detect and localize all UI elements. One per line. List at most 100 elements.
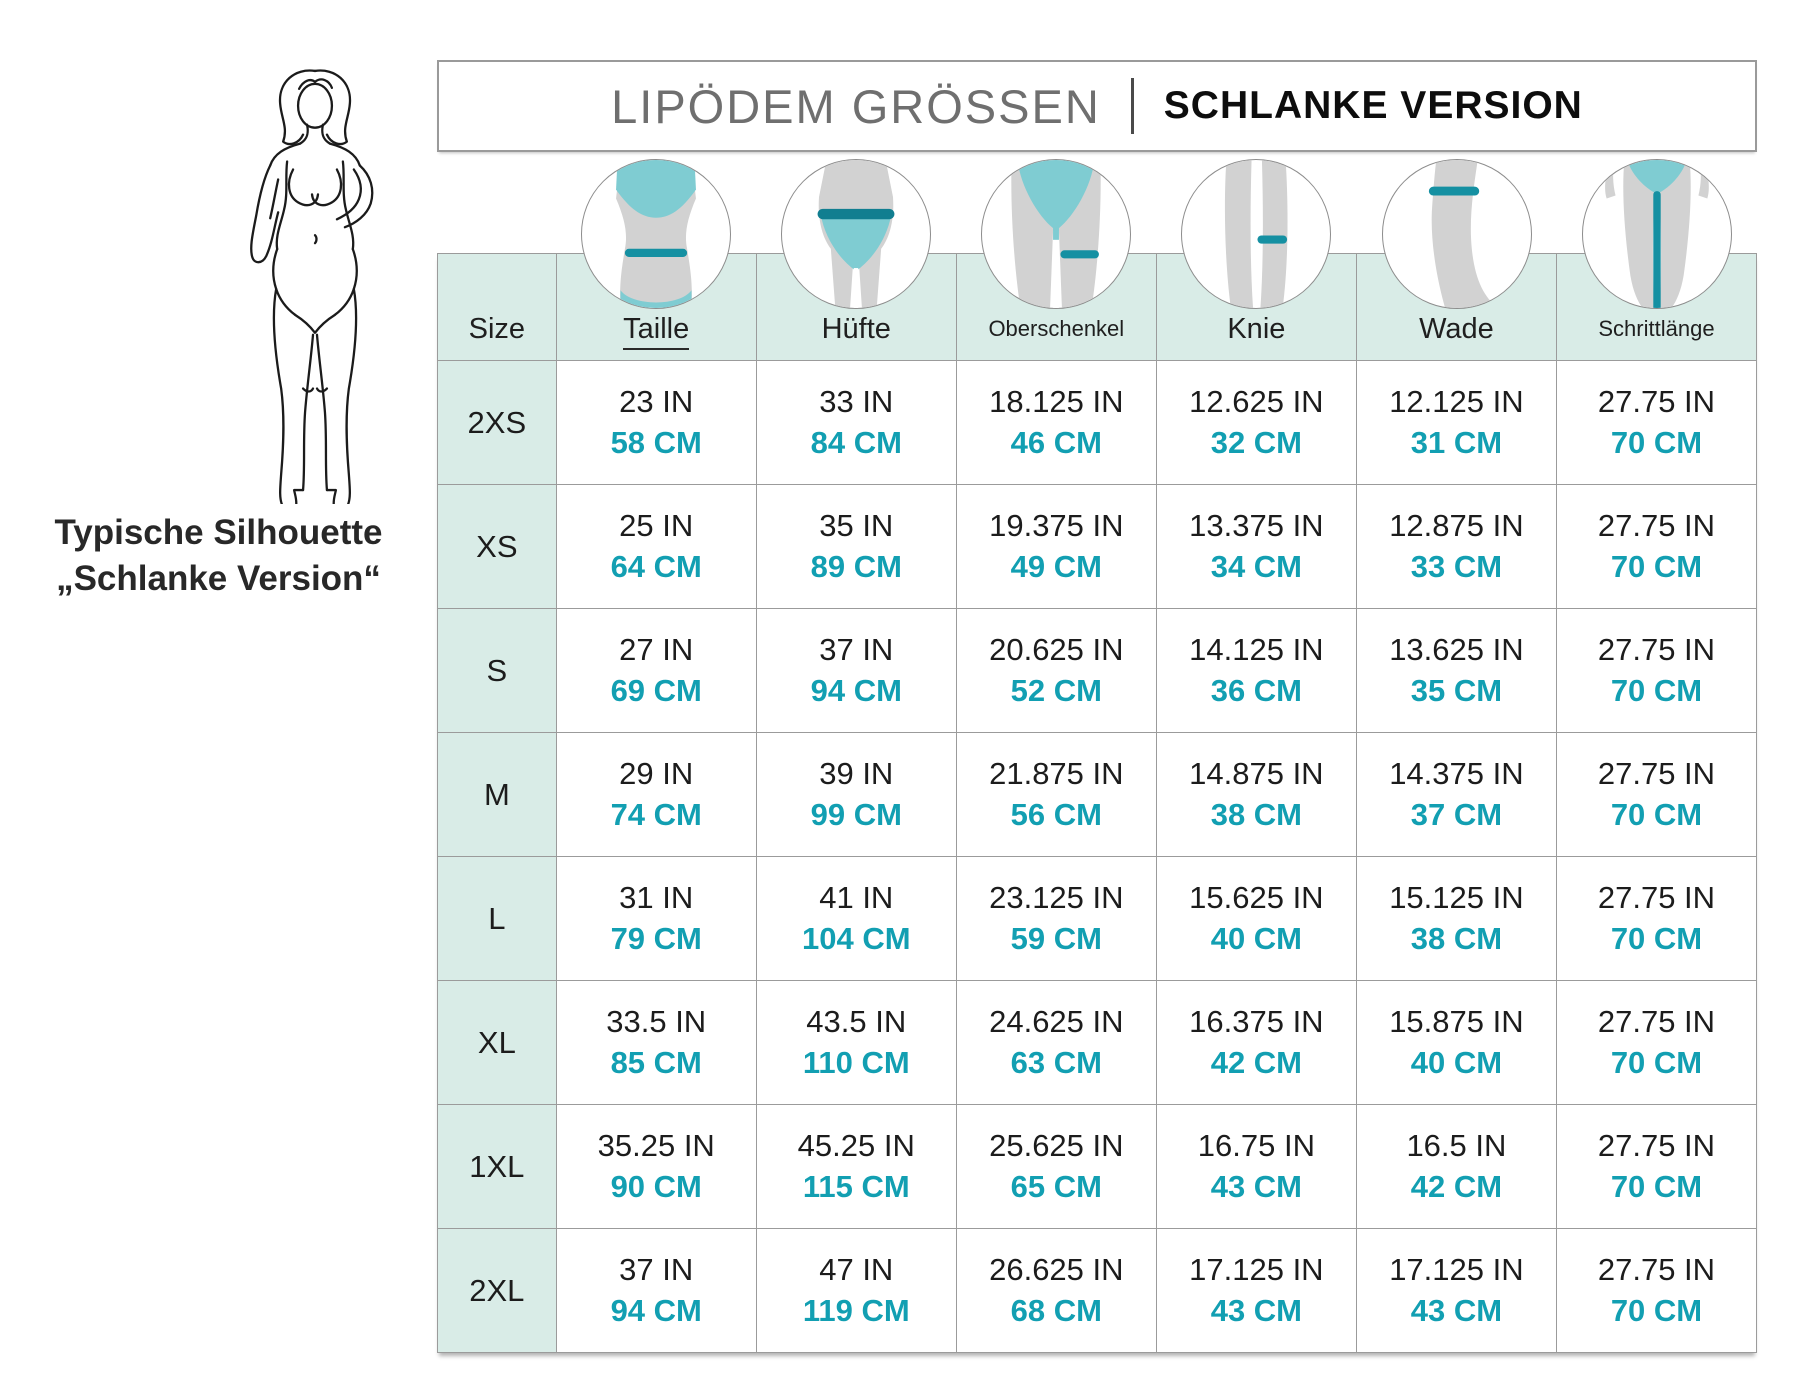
value-centimeters: 43 CM xyxy=(1210,1293,1303,1328)
cell-L-huefte: 41 IN 104 CM xyxy=(755,856,957,981)
cell-2XS-taille: 23 IN 58 CM xyxy=(555,360,757,485)
silhouette-caption: Typische Silhouette „Schlanke Version“ xyxy=(0,510,437,602)
caption-line-2: „Schlanke Version“ xyxy=(56,559,381,599)
value-inches: 29 IN xyxy=(619,756,694,791)
value-centimeters: 49 CM xyxy=(1010,549,1102,584)
value-inches: 27 IN xyxy=(619,632,694,667)
female-silhouette-illustration xyxy=(250,69,374,504)
value-centimeters: 37 CM xyxy=(1410,797,1503,832)
calf-measure-icon xyxy=(1381,159,1532,309)
cell-1XL-taille: 35.25 IN 90 CM xyxy=(555,1104,757,1229)
caption-line-1: Typische Silhouette xyxy=(54,513,383,552)
title-divider xyxy=(1130,78,1134,134)
cell-XS-schrittlaenge: 27.75 IN 70 CM xyxy=(1555,484,1758,609)
cell-XL-taille: 33.5 IN 85 CM xyxy=(555,980,757,1105)
value-inches: 33 IN xyxy=(819,384,894,419)
value-centimeters: 40 CM xyxy=(1410,1045,1503,1080)
size-label-S: S xyxy=(437,608,557,733)
value-inches: 12.875 IN xyxy=(1389,508,1524,543)
size-label-XS: XS xyxy=(437,484,557,609)
value-inches: 47 IN xyxy=(819,1252,894,1287)
value-centimeters: 79 CM xyxy=(610,921,702,956)
value-centimeters: 94 CM xyxy=(810,673,902,708)
cell-S-oberschenkel: 20.625 IN 52 CM xyxy=(955,608,1157,733)
value-inches: 25.625 IN xyxy=(989,1128,1124,1163)
cell-2XS-wade: 12.125 IN 31 CM xyxy=(1355,360,1557,485)
value-inches: 13.375 IN xyxy=(1189,508,1324,543)
value-inches: 13.625 IN xyxy=(1389,632,1524,667)
value-inches: 25 IN xyxy=(619,508,694,543)
value-centimeters: 31 CM xyxy=(1410,425,1503,460)
value-inches: 27.75 IN xyxy=(1597,508,1716,543)
value-inches: 16.75 IN xyxy=(1197,1128,1315,1163)
cell-L-oberschenkel: 23.125 IN 59 CM xyxy=(955,856,1157,981)
cell-XS-wade: 12.875 IN 33 CM xyxy=(1355,484,1557,609)
size-label-2XL: 2XL xyxy=(437,1228,557,1353)
value-inches: 23.125 IN xyxy=(989,880,1124,915)
value-inches: 33.5 IN xyxy=(606,1004,707,1039)
value-inches: 35.25 IN xyxy=(597,1128,715,1163)
value-centimeters: 33 CM xyxy=(1410,549,1503,584)
value-centimeters: 43 CM xyxy=(1410,1293,1503,1328)
table-row-2XS: 2XS 23 IN 58 CM 33 IN 84 CM 18.125 IN 46 CM 12.… xyxy=(437,360,1758,485)
value-inches: 14.375 IN xyxy=(1389,756,1524,791)
cell-M-taille: 29 IN 74 CM xyxy=(555,732,757,857)
value-centimeters: 64 CM xyxy=(610,549,702,584)
value-centimeters: 110 CM xyxy=(802,1045,910,1080)
cell-XL-schrittlaenge: 27.75 IN 70 CM xyxy=(1555,980,1758,1105)
hip-measure-icon xyxy=(781,159,932,309)
value-centimeters: 35 CM xyxy=(1410,673,1503,708)
icons-cell-schrittlaenge xyxy=(1557,157,1757,309)
icons-cell-oberschenkel xyxy=(956,157,1156,309)
value-centimeters: 42 CM xyxy=(1210,1045,1303,1080)
cell-S-schrittlaenge: 27.75 IN 70 CM xyxy=(1555,608,1758,733)
cell-1XL-huefte: 45.25 IN 115 CM xyxy=(755,1104,957,1229)
value-inches: 21.875 IN xyxy=(989,756,1124,791)
cell-XL-huefte: 43.5 IN 110 CM xyxy=(755,980,957,1105)
cell-2XS-knie: 12.625 IN 32 CM xyxy=(1155,360,1357,485)
value-centimeters: 69 CM xyxy=(610,673,702,708)
value-inches: 27.75 IN xyxy=(1597,384,1716,419)
cell-M-knie: 14.875 IN 38 CM xyxy=(1155,732,1357,857)
size-table-wrap: Size Taille Hüfte Oberschenkel Knie Wade Schri… xyxy=(437,253,1758,1353)
value-inches: 15.875 IN xyxy=(1389,1004,1524,1039)
value-centimeters: 70 CM xyxy=(1610,1045,1703,1080)
value-inches: 18.125 IN xyxy=(989,384,1124,419)
value-inches: 24.625 IN xyxy=(989,1004,1124,1039)
icons-cell-huefte xyxy=(756,157,956,309)
table-row-XS: XS 25 IN 64 CM 35 IN 89 CM 19.375 IN 49 CM 13.3… xyxy=(437,484,1758,609)
value-centimeters: 89 CM xyxy=(810,549,902,584)
value-centimeters: 85 CM xyxy=(610,1045,702,1080)
cell-XL-wade: 15.875 IN 40 CM xyxy=(1355,980,1557,1105)
cell-S-knie: 14.125 IN 36 CM xyxy=(1155,608,1357,733)
size-label-1XL: 1XL xyxy=(437,1104,557,1229)
value-centimeters: 63 CM xyxy=(1010,1045,1102,1080)
cell-S-huefte: 37 IN 94 CM xyxy=(755,608,957,733)
inseam-measure-icon xyxy=(1581,159,1732,309)
value-inches: 15.625 IN xyxy=(1189,880,1324,915)
chart-subtitle: SCHLANKE VERSION xyxy=(1163,84,1583,127)
value-centimeters: 90 CM xyxy=(610,1169,702,1204)
value-centimeters: 38 CM xyxy=(1410,921,1503,956)
size-label-2XS: 2XS xyxy=(437,360,557,485)
cell-2XL-taille: 37 IN 94 CM xyxy=(555,1228,757,1353)
icons-cell-taille xyxy=(556,157,756,309)
icons-cell-size xyxy=(437,157,556,307)
cell-2XL-oberschenkel: 26.625 IN 68 CM xyxy=(955,1228,1157,1353)
value-centimeters: 115 CM xyxy=(802,1169,910,1204)
thigh-measure-icon xyxy=(981,159,1132,309)
cell-1XL-wade: 16.5 IN 42 CM xyxy=(1355,1104,1557,1229)
value-centimeters: 59 CM xyxy=(1010,921,1102,956)
value-inches: 37 IN xyxy=(619,1252,694,1287)
value-inches: 15.125 IN xyxy=(1389,880,1524,915)
cell-XL-oberschenkel: 24.625 IN 63 CM xyxy=(955,980,1157,1105)
cell-2XL-knie: 17.125 IN 43 CM xyxy=(1155,1228,1357,1353)
size-chart-table: Size Taille Hüfte Oberschenkel Knie Wade Schri… xyxy=(437,253,1758,1353)
value-inches: 39 IN xyxy=(819,756,894,791)
value-centimeters: 70 CM xyxy=(1610,425,1703,460)
cell-XS-taille: 25 IN 64 CM xyxy=(555,484,757,609)
cell-XS-huefte: 35 IN 89 CM xyxy=(755,484,957,609)
value-centimeters: 84 CM xyxy=(810,425,902,460)
value-centimeters: 70 CM xyxy=(1610,797,1703,832)
size-label-M: M xyxy=(437,732,557,857)
